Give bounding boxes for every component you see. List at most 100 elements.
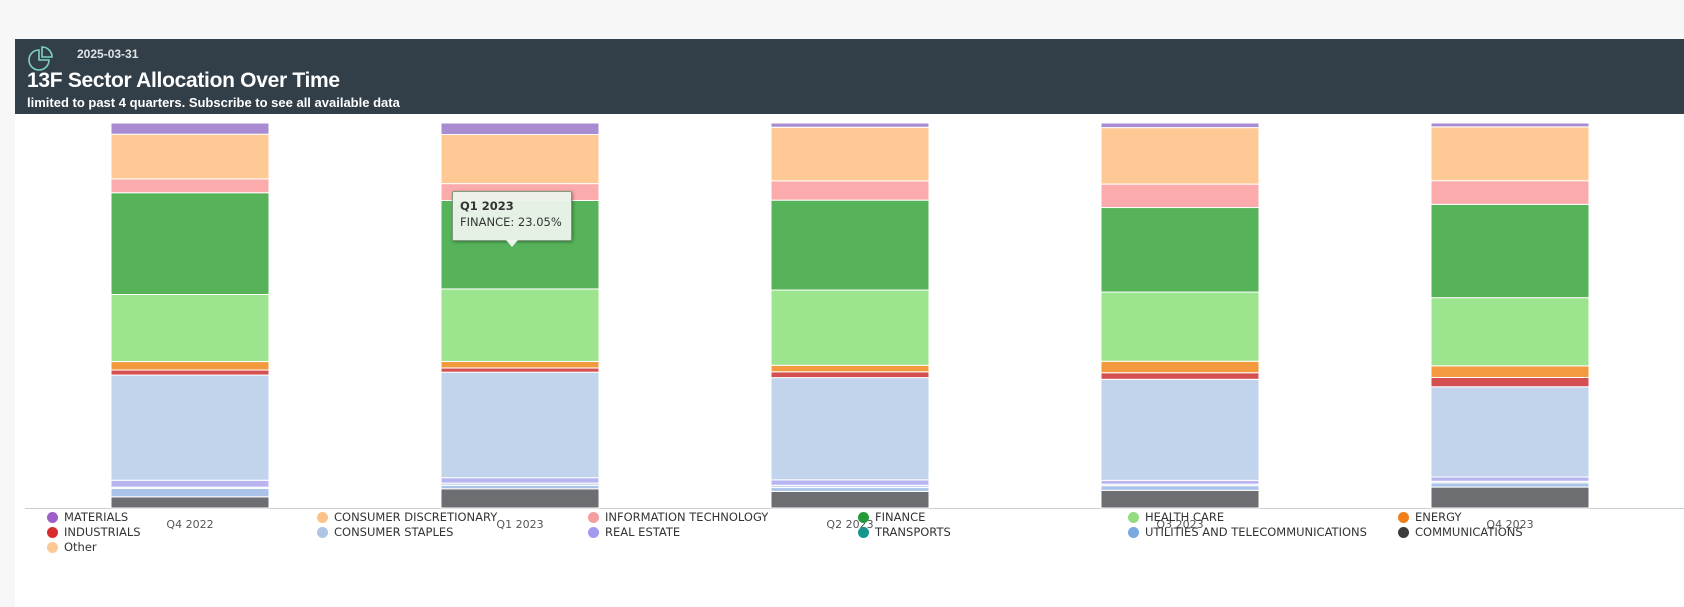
- bar-segment-consumer-staples-q3-2023[interactable]: [1100, 378, 1260, 481]
- bar-segment-energy-q1-2023[interactable]: [440, 360, 600, 369]
- bar-segment-materials-q4-2023[interactable]: [1430, 122, 1590, 128]
- legend-item-consumer-discretionary[interactable]: CONSUMER DISCRETIONARY: [317, 510, 497, 524]
- bar-segment-real-estate-q2-2023[interactable]: [770, 479, 930, 486]
- bar-segment-utilities-and-telecommunications-q4-2023[interactable]: [1430, 482, 1590, 488]
- bar-segment-information-technology-q4-2023[interactable]: [1430, 180, 1590, 205]
- bar-segment-utilities-and-telecommunications-q4-2022[interactable]: [110, 487, 270, 498]
- legend-label: REAL ESTATE: [605, 525, 681, 539]
- x-tick-label: Q4 2022: [166, 518, 213, 531]
- legend-item-consumer-staples[interactable]: CONSUMER STAPLES: [317, 525, 453, 539]
- legend-item-utilities-and-telecommunications[interactable]: UTILITIES AND TELECOMMUNICATIONS: [1128, 525, 1367, 539]
- bar-segment-utilities-and-telecommunications-q3-2023[interactable]: [1100, 485, 1260, 491]
- legend-swatch: [1398, 511, 1409, 523]
- x-tick-label: Q4 2023: [1486, 518, 1533, 531]
- bar-segment-materials-q3-2023[interactable]: [1100, 122, 1260, 129]
- legend-item-energy[interactable]: ENERGY: [1398, 510, 1462, 524]
- legend-swatch: [1398, 526, 1409, 538]
- legend-swatch: [47, 511, 58, 523]
- legend-item-transports[interactable]: TRANSPORTS: [858, 525, 951, 539]
- bar-segment-finance-q4-2022[interactable]: [110, 192, 270, 295]
- bar-segment-energy-q3-2023[interactable]: [1100, 360, 1260, 374]
- bar-segment-other-q3-2023[interactable]: [1100, 127, 1260, 185]
- bar-segment-communications-q4-2022[interactable]: [110, 496, 270, 509]
- bar-segment-communications-q4-2023[interactable]: [1430, 486, 1590, 509]
- bar-segment-communications-q3-2023[interactable]: [1100, 489, 1260, 509]
- chart-header: 2025-03-31 13F Sector Allocation Over Ti…: [15, 39, 1684, 114]
- chart-legend: MATERIALS CONSUMER DISCRETIONARY INFORMATI…: [30, 510, 1670, 562]
- legend-swatch: [1128, 511, 1139, 523]
- legend-swatch: [858, 526, 869, 538]
- legend-swatch: [588, 511, 599, 523]
- chart-subtitle: limited to past 4 quarters. Subscribe to…: [27, 95, 400, 110]
- x-tick-label: Q1 2023: [496, 518, 543, 531]
- legend-label: CONSUMER DISCRETIONARY: [334, 510, 498, 524]
- legend-swatch: [47, 526, 58, 538]
- legend-item-other[interactable]: Other: [47, 540, 97, 554]
- bar-segment-information-technology-q3-2023[interactable]: [1100, 183, 1260, 209]
- chart-title: 13F Sector Allocation Over Time: [27, 69, 340, 92]
- bar-segment-other-q4-2023[interactable]: [1430, 126, 1590, 182]
- legend-label: INDUSTRIALS: [64, 525, 141, 539]
- legend-label: MATERIALS: [64, 510, 129, 524]
- bar-segment-energy-q4-2022[interactable]: [110, 361, 270, 371]
- bar-segment-other-q4-2022[interactable]: [110, 133, 270, 180]
- legend-item-industrials[interactable]: INDUSTRIALS: [47, 525, 141, 539]
- bar-segment-other-q2-2023[interactable]: [770, 126, 930, 182]
- bar-segment-information-technology-q4-2022[interactable]: [110, 178, 270, 194]
- bar-segment-finance-q3-2023[interactable]: [1100, 207, 1260, 293]
- bar-segment-consumer-staples-q2-2023[interactable]: [770, 377, 930, 481]
- bar-segment-consumer-staples-q1-2023[interactable]: [440, 371, 600, 479]
- legend-swatch: [47, 541, 58, 553]
- bar-segment-finance-q2-2023[interactable]: [770, 199, 930, 291]
- legend-swatch: [1128, 526, 1139, 538]
- bar-segment-industrials-q4-2022[interactable]: [110, 369, 270, 376]
- bar-segment-utilities-and-telecommunications-q1-2023[interactable]: [440, 484, 600, 490]
- bar-segment-industrials-q1-2023[interactable]: [440, 367, 600, 373]
- legend-label: INFORMATION TECHNOLOGY: [605, 510, 769, 524]
- bar-segment-health-care-q4-2022[interactable]: [110, 293, 270, 363]
- legend-label: TRANSPORTS: [875, 525, 951, 539]
- legend-item-information-technology[interactable]: INFORMATION TECHNOLOGY: [588, 510, 768, 524]
- bar-segment-information-technology-q2-2023[interactable]: [770, 180, 930, 201]
- bar-segment-energy-q2-2023[interactable]: [770, 364, 930, 373]
- bar-segment-health-care-q4-2023[interactable]: [1430, 297, 1590, 367]
- bar-segment-communications-q1-2023[interactable]: [440, 488, 600, 509]
- bar-segment-materials-q4-2022[interactable]: [110, 122, 270, 135]
- legend-label: ENERGY: [1415, 510, 1462, 524]
- legend-item-finance[interactable]: FINANCE: [858, 510, 925, 524]
- bar-segment-utilities-and-telecommunications-q2-2023[interactable]: [770, 487, 930, 492]
- legend-swatch: [588, 526, 599, 538]
- legend-swatch: [858, 511, 869, 523]
- legend-label: Other: [64, 540, 97, 554]
- bar-segment-materials-q2-2023[interactable]: [770, 122, 930, 128]
- bar-segment-consumer-staples-q4-2022[interactable]: [110, 374, 270, 481]
- bar-segment-industrials-q3-2023[interactable]: [1100, 372, 1260, 380]
- legend-label: UTILITIES AND TELECOMMUNICATIONS: [1145, 525, 1367, 539]
- bar-segment-industrials-q2-2023[interactable]: [770, 371, 930, 379]
- bar-segment-health-care-q2-2023[interactable]: [770, 289, 930, 366]
- x-tick-label: Q3 2023: [1156, 518, 1203, 531]
- legend-label: HEALTH CARE: [1145, 510, 1225, 524]
- bar-segment-health-care-q1-2023[interactable]: [440, 288, 600, 362]
- bar-segment-real-estate-q3-2023[interactable]: [1100, 479, 1260, 485]
- legend-label: FINANCE: [875, 510, 926, 524]
- report-date: 2025-03-31: [77, 47, 139, 61]
- bar-segment-consumer-staples-q4-2023[interactable]: [1430, 386, 1590, 478]
- legend-item-health-care[interactable]: HEALTH CARE: [1128, 510, 1224, 524]
- bar-segment-industrials-q4-2023[interactable]: [1430, 376, 1590, 388]
- bar-segment-real-estate-q4-2022[interactable]: [110, 479, 270, 488]
- bar-segment-other-q1-2023[interactable]: [440, 134, 600, 185]
- bar-segment-materials-q1-2023[interactable]: [440, 122, 600, 136]
- pie-chart-icon: [28, 46, 53, 71]
- bar-segment-real-estate-q4-2023[interactable]: [1430, 476, 1590, 482]
- legend-item-communications[interactable]: COMMUNICATIONS: [1398, 525, 1523, 539]
- bar-segment-communications-q2-2023[interactable]: [770, 490, 930, 509]
- legend-item-materials[interactable]: MATERIALS: [47, 510, 128, 524]
- bar-segment-real-estate-q1-2023[interactable]: [440, 477, 600, 484]
- bar-segment-health-care-q3-2023[interactable]: [1100, 291, 1260, 362]
- chart-tooltip: Q1 2023 FINANCE: 23.05%: [452, 191, 572, 247]
- bar-segment-energy-q4-2023[interactable]: [1430, 365, 1590, 378]
- legend-item-real-estate[interactable]: REAL ESTATE: [588, 525, 680, 539]
- bar-segment-finance-q4-2023[interactable]: [1430, 203, 1590, 299]
